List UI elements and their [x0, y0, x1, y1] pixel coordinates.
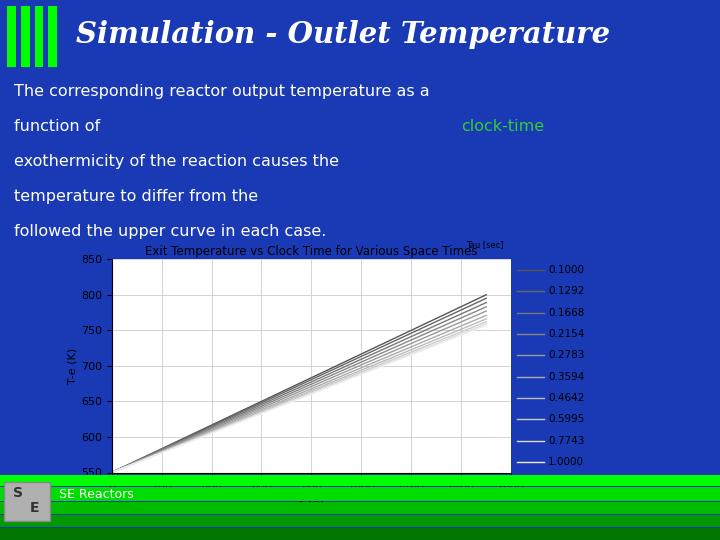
X-axis label: t (s): t (s)	[299, 498, 324, 511]
Text: 1.0000: 1.0000	[548, 457, 584, 467]
Bar	[21, 6, 30, 67]
Title: Exit Temperature vs Clock Time for Various Space Times: Exit Temperature vs Clock Time for Vario…	[145, 245, 477, 258]
Bar	[0, 515, 720, 527]
Bar	[7, 6, 16, 67]
Bar	[35, 6, 43, 67]
Text: followed the upper curve in each case.: followed the upper curve in each case.	[14, 224, 327, 239]
Text: Simulation - Outlet Temperature: Simulation - Outlet Temperature	[76, 21, 610, 50]
Text: 0.2783: 0.2783	[548, 350, 585, 360]
Text: 0.4642: 0.4642	[548, 393, 585, 403]
Text: S: S	[13, 487, 23, 501]
Text: 0.1000: 0.1000	[548, 265, 584, 275]
Text: 0.1668: 0.1668	[548, 307, 585, 318]
FancyBboxPatch shape	[4, 482, 50, 521]
Text: 0.1292: 0.1292	[548, 286, 585, 296]
Text: The corresponding reactor output temperature as a: The corresponding reactor output tempera…	[14, 84, 430, 99]
Bar	[0, 528, 720, 540]
Bar	[0, 502, 720, 514]
Bar	[0, 475, 720, 486]
Text: exothermicity of the reaction causes the: exothermicity of the reaction causes the	[14, 154, 345, 169]
Text: function of: function of	[14, 119, 106, 134]
Y-axis label: T-e (K): T-e (K)	[68, 348, 78, 384]
Text: Tau [sec]: Tau [sec]	[466, 240, 503, 249]
Text: clock-time: clock-time	[462, 119, 544, 134]
Text: 0.5995: 0.5995	[548, 414, 585, 424]
Text: temperature to differ from the: temperature to differ from the	[14, 189, 264, 204]
Bar	[48, 6, 57, 67]
Bar	[0, 487, 720, 501]
Text: E: E	[30, 501, 40, 515]
Text: 0.3594: 0.3594	[548, 372, 585, 382]
Text: SE Reactors: SE Reactors	[59, 488, 134, 501]
Text: 0.7743: 0.7743	[548, 435, 585, 445]
Text: 0.2154: 0.2154	[548, 329, 585, 339]
